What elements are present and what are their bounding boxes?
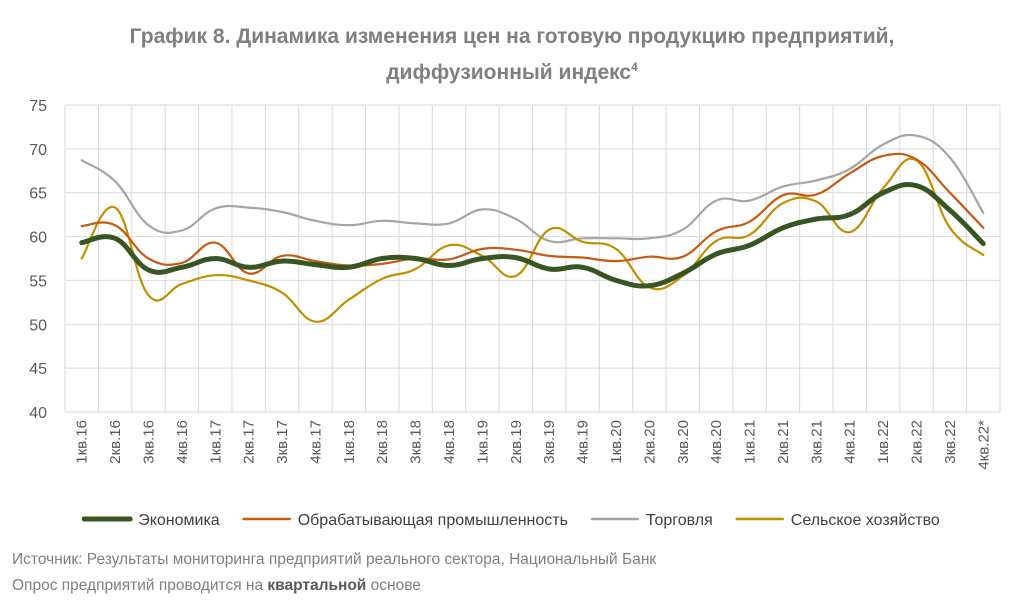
chart-title-line1: График 8. Динамика изменения цен на гото…	[129, 25, 895, 48]
x-tick-label: 3кв.21	[808, 420, 825, 464]
y-tick-label: 70	[29, 142, 47, 159]
x-tick-label: 4кв.22*	[975, 420, 992, 470]
x-tick-label: 1кв.16	[74, 420, 91, 464]
x-tick-label: 4кв.16	[174, 420, 191, 464]
legend-label: Обрабатывающая промышленность	[298, 512, 568, 529]
series-line	[80, 133, 985, 244]
x-tick-label: 3кв.18	[408, 420, 425, 464]
series-line	[79, 182, 986, 289]
x-tick-label: 3кв.17	[274, 420, 291, 464]
x-tick-label: 1кв.17	[207, 420, 224, 464]
x-tick-label: 1кв.18	[341, 420, 358, 464]
y-tick-label: 50	[29, 317, 47, 334]
y-tick-label: 60	[29, 230, 47, 247]
chart-title-line2: диффузионный индекс4	[0, 52, 1024, 88]
x-tick-label: 1кв.21	[742, 420, 759, 464]
survey-note-end: основе	[366, 577, 421, 594]
legend: Экономика Обрабатывающая промышленность То…	[81, 512, 940, 529]
y-axis: 40 45 50 55 60 65 70 75	[29, 98, 47, 422]
x-tick-label: 3кв.19	[541, 420, 558, 464]
survey-note-start: Опрос предприятий проводится на	[12, 577, 268, 594]
survey-note-bold: квартальной	[267, 577, 367, 594]
x-tick-label: 2кв.19	[508, 420, 525, 464]
x-tick-label: 4кв.17	[307, 420, 324, 464]
y-tick-label: 75	[29, 98, 47, 115]
x-tick-label: 2кв.18	[374, 420, 391, 464]
legend-label: Сельское хозяйство	[791, 512, 940, 529]
x-tick-label: 2кв.16	[107, 420, 124, 464]
x-tick-label: 2кв.17	[241, 420, 258, 464]
x-tick-label: 4кв.21	[842, 420, 859, 464]
x-tick-label: 3кв.20	[675, 420, 692, 464]
x-axis: 1кв.16 2кв.16 3кв.16 4кв.16 1кв.17 2кв.17 3кв.…	[74, 420, 993, 470]
chart-title-line2-text: диффузионный индекс	[386, 61, 632, 84]
x-tick-label: 2кв.20	[641, 420, 658, 464]
x-tick-label: 4кв.18	[441, 420, 458, 464]
plot-area	[79, 133, 986, 323]
legend-label: Торговля	[646, 512, 713, 529]
x-tick-label: 3кв.16	[140, 420, 157, 464]
chart-title: График 8. Динамика изменения цен на гото…	[0, 22, 1024, 88]
x-tick-label: 3кв.22	[942, 420, 959, 464]
legend-label: Экономика	[138, 512, 220, 529]
grid-lines	[64, 104, 1001, 413]
y-tick-label: 55	[29, 273, 47, 290]
series-line	[80, 152, 985, 275]
x-tick-label: 1кв.19	[474, 420, 491, 464]
y-tick-label: 40	[29, 405, 47, 422]
x-tick-label: 2кв.21	[775, 420, 792, 464]
x-tick-label: 1кв.20	[608, 420, 625, 464]
y-tick-label: 45	[29, 361, 47, 378]
x-tick-label: 4кв.20	[708, 420, 725, 464]
x-tick-label: 2кв.22	[909, 420, 926, 464]
y-tick-label: 65	[29, 186, 47, 203]
source-note: Источник: Результаты мониторинга предпри…	[12, 551, 657, 568]
x-tick-label: 4кв.19	[575, 420, 592, 464]
x-tick-label: 1кв.22	[875, 420, 892, 464]
chart-title-footnote-mark: 4	[631, 60, 638, 74]
survey-note: Опрос предприятий проводится на кварталь…	[12, 577, 421, 595]
